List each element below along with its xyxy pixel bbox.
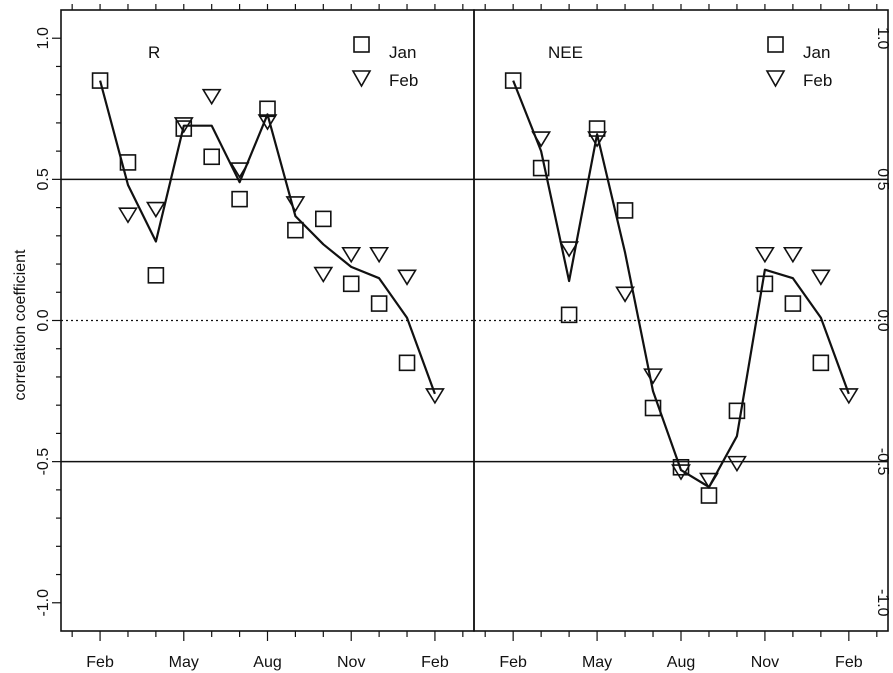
y-tick-label-right: 1.0 — [874, 27, 891, 49]
x-tick-label: Aug — [667, 654, 695, 671]
x-tick-label: Feb — [499, 654, 527, 671]
data-point-jan — [203, 148, 220, 166]
data-point-jan — [287, 221, 304, 239]
y-tick-label-right: -0.5 — [874, 448, 891, 476]
panel-r: Feb May Aug Nov Feb 1.0 0.5 0.0 -0.5 -1.0 R Jan Feb — [35, 4, 475, 671]
data-point-jan — [398, 354, 416, 372]
trend-line — [99, 80, 436, 395]
data-point-jan — [756, 275, 774, 293]
data-point-feb — [118, 207, 138, 224]
y-tick-label-left: -1.0 — [35, 589, 52, 617]
data-point-jan — [728, 402, 746, 420]
data-point-jan — [315, 210, 332, 228]
data-point-jan — [504, 72, 522, 89]
data-point-feb — [643, 368, 663, 385]
data-point-jan — [91, 72, 109, 89]
legend-label: Jan — [803, 43, 830, 62]
y-axis-label: correlation coefficient — [12, 249, 29, 400]
data-point-jan — [644, 399, 662, 417]
data-point-jan — [147, 267, 165, 284]
y-tick-label-left: 1.0 — [35, 27, 52, 49]
data-point-feb — [145, 201, 166, 219]
y-tick-label-left: 0.5 — [35, 168, 52, 190]
panel-label: NEE — [548, 43, 583, 62]
data-point-jan — [616, 202, 634, 219]
data-point-feb — [397, 269, 417, 286]
data-point-feb — [782, 246, 803, 264]
data-point-feb — [201, 88, 222, 106]
data-point-feb — [615, 286, 635, 303]
data-point-feb — [810, 269, 831, 286]
data-point-feb — [838, 388, 859, 405]
data-point-feb — [285, 196, 306, 213]
data-point-feb — [313, 266, 334, 284]
data-point-feb — [754, 246, 775, 264]
y-tick-label-right: 0.5 — [874, 168, 891, 190]
legend-square-marker — [767, 36, 784, 53]
x-tick-label: Nov — [751, 654, 779, 671]
data-point-jan — [370, 295, 388, 312]
x-tick-label: Aug — [253, 654, 281, 671]
data-point-feb — [559, 241, 580, 258]
data-point-jan — [342, 275, 360, 293]
data-point-feb — [341, 246, 362, 264]
x-tick-label: Feb — [835, 654, 863, 671]
data-point-jan — [784, 295, 802, 312]
data-point-feb — [369, 246, 390, 264]
data-point-jan — [119, 154, 137, 171]
x-tick-label: Nov — [337, 654, 365, 671]
x-tick-label: May — [582, 654, 612, 671]
data-point-jan — [812, 354, 830, 372]
legend-triangle-marker — [351, 70, 372, 88]
panel-nee: Feb May Aug Nov Feb 1.0 0.5 0.0 -0.5 -1.0 NEE Jan Fe… — [473, 4, 891, 671]
trend-line — [512, 80, 850, 489]
y-tick-label-right: -1.0 — [874, 589, 891, 617]
legend-label: Feb — [389, 71, 418, 90]
y-tick-label-left: 0.0 — [35, 309, 52, 331]
data-point-jan — [175, 120, 193, 137]
x-tick-label: May — [169, 654, 199, 671]
panel-label: R — [148, 43, 160, 62]
x-tick-label: Feb — [86, 654, 114, 671]
y-tick-label-left: -0.5 — [35, 448, 52, 476]
data-point-jan — [560, 306, 578, 324]
data-point-feb — [727, 455, 747, 473]
legend-label: Jan — [389, 43, 416, 62]
data-point-feb — [587, 131, 608, 148]
data-point-feb — [425, 388, 445, 405]
data-point-jan — [532, 159, 550, 177]
legend-square-marker — [353, 36, 370, 53]
data-point-jan — [700, 487, 718, 504]
legend-triangle-marker — [765, 70, 786, 88]
y-tick-label-right: 0.0 — [874, 309, 891, 331]
x-tick-label: Feb — [421, 654, 449, 671]
data-point-jan — [231, 190, 248, 208]
legend-label: Feb — [803, 71, 832, 90]
